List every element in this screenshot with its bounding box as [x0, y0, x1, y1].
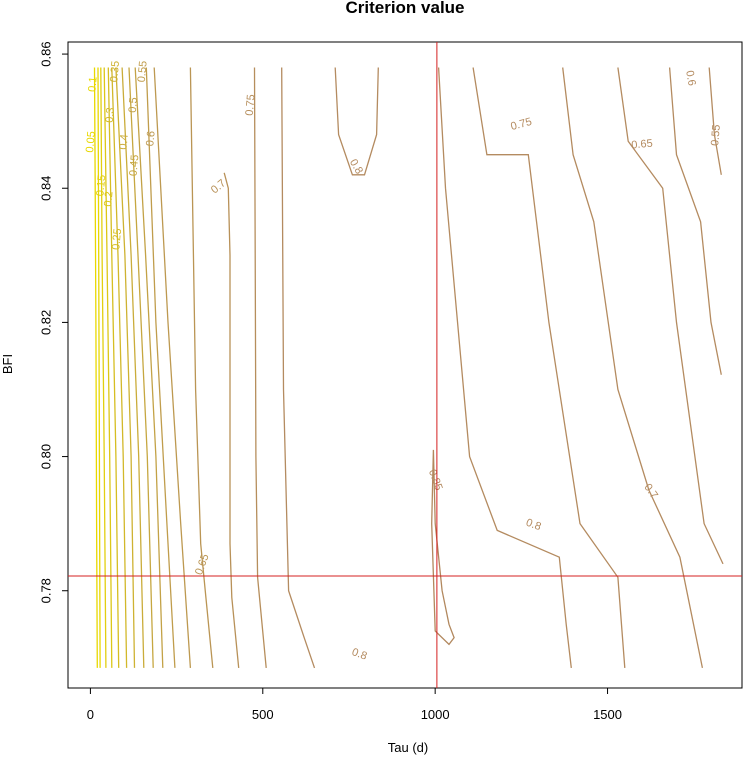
y-tick-label: 0.84 — [38, 176, 53, 201]
contour-line-0.55 — [708, 67, 722, 175]
contour-label: 0.65 — [631, 138, 653, 152]
contour-line-0.8 — [437, 67, 572, 668]
contour-line-0.45 — [128, 67, 154, 668]
contour-label: 0.05 — [84, 131, 98, 153]
contour-line-0.65 — [189, 67, 214, 668]
contour-line-0.7 — [223, 172, 240, 668]
contour-label: 0.7 — [641, 482, 660, 501]
contour-line-0.85 — [431, 449, 455, 646]
chart-title: Criterion value — [345, 0, 464, 17]
plot-frame — [67, 41, 743, 689]
contour-line-0.6 — [668, 67, 722, 375]
contour-line-0.8 — [334, 67, 379, 176]
x-axis-label: Tau (d) — [388, 740, 428, 755]
y-axis-label: BFI — [0, 354, 15, 374]
contour-label: 0.25 — [110, 228, 124, 250]
contour-label: 0.55 — [136, 60, 150, 82]
contour-label: 0.8 — [350, 646, 368, 663]
contour-label: 0.65 — [193, 552, 212, 576]
contour-label: 0.8 — [524, 517, 542, 534]
contour-line-0.7 — [562, 67, 704, 669]
x-tick-label: 1500 — [593, 707, 622, 722]
contour-label: 0.4 — [117, 134, 130, 150]
y-tick-label: 0.80 — [38, 444, 53, 469]
contour-label: 0.15 — [94, 174, 108, 196]
contour-label: 0.75 — [244, 94, 258, 116]
reference-lines — [68, 42, 742, 688]
x-tick-label: 0 — [87, 707, 94, 722]
contour-label: 0.75 — [509, 116, 533, 133]
contour-label: 0.45 — [128, 154, 142, 176]
x-tick-label: 500 — [252, 707, 274, 722]
contour-line-0.2 — [103, 67, 113, 668]
contour-line-0.4 — [121, 67, 145, 668]
contour-line-0.15 — [100, 67, 107, 668]
contour-label: 0.5 — [127, 97, 140, 113]
contour-label: 0.6 — [683, 70, 697, 87]
contour-label: 0.55 — [709, 124, 723, 146]
y-tick-label: 0.78 — [38, 578, 53, 603]
contour-label: 0.2 — [102, 191, 115, 207]
contour-label: 0.3 — [104, 107, 117, 123]
contour-line-0.05 — [93, 67, 98, 668]
contour-labels: 0.05 0.1 0.150.2 0.25 0.3 0.35 0.4 0.45 0.5 0.55 0… — [84, 60, 723, 662]
x-axis: 0 500 1000 1500 — [87, 688, 622, 722]
contour-label: 0.8 — [347, 157, 365, 176]
y-axis: 0.78 0.80 0.82 0.84 0.86 — [38, 41, 68, 603]
contour-line-0.6 — [153, 67, 192, 668]
contour-line-0.65 — [617, 67, 724, 565]
contour-line-0.1 — [97, 67, 101, 668]
x-tick-label: 1000 — [421, 707, 450, 722]
contour-line-0.35 — [115, 67, 136, 668]
contour-label: 0.35 — [108, 60, 122, 82]
contour-line-0.55 — [145, 67, 176, 668]
contour-line-0.75 — [253, 67, 267, 668]
contour-line-0.5 — [134, 67, 164, 668]
contour-label: 0.6 — [144, 130, 157, 146]
contour-label: 0.1 — [86, 76, 99, 92]
contour-line-0.25 — [107, 67, 120, 668]
contour-line-0.3 — [111, 67, 128, 668]
contour-label: 0.7 — [209, 177, 228, 196]
y-tick-label: 0.86 — [38, 41, 53, 66]
contour-line-0.8 — [281, 67, 316, 669]
contour-lines — [93, 67, 724, 669]
contour-label: 0.85 — [426, 468, 445, 492]
contour-line-0.75 — [472, 67, 626, 668]
y-tick-label: 0.82 — [38, 310, 53, 335]
